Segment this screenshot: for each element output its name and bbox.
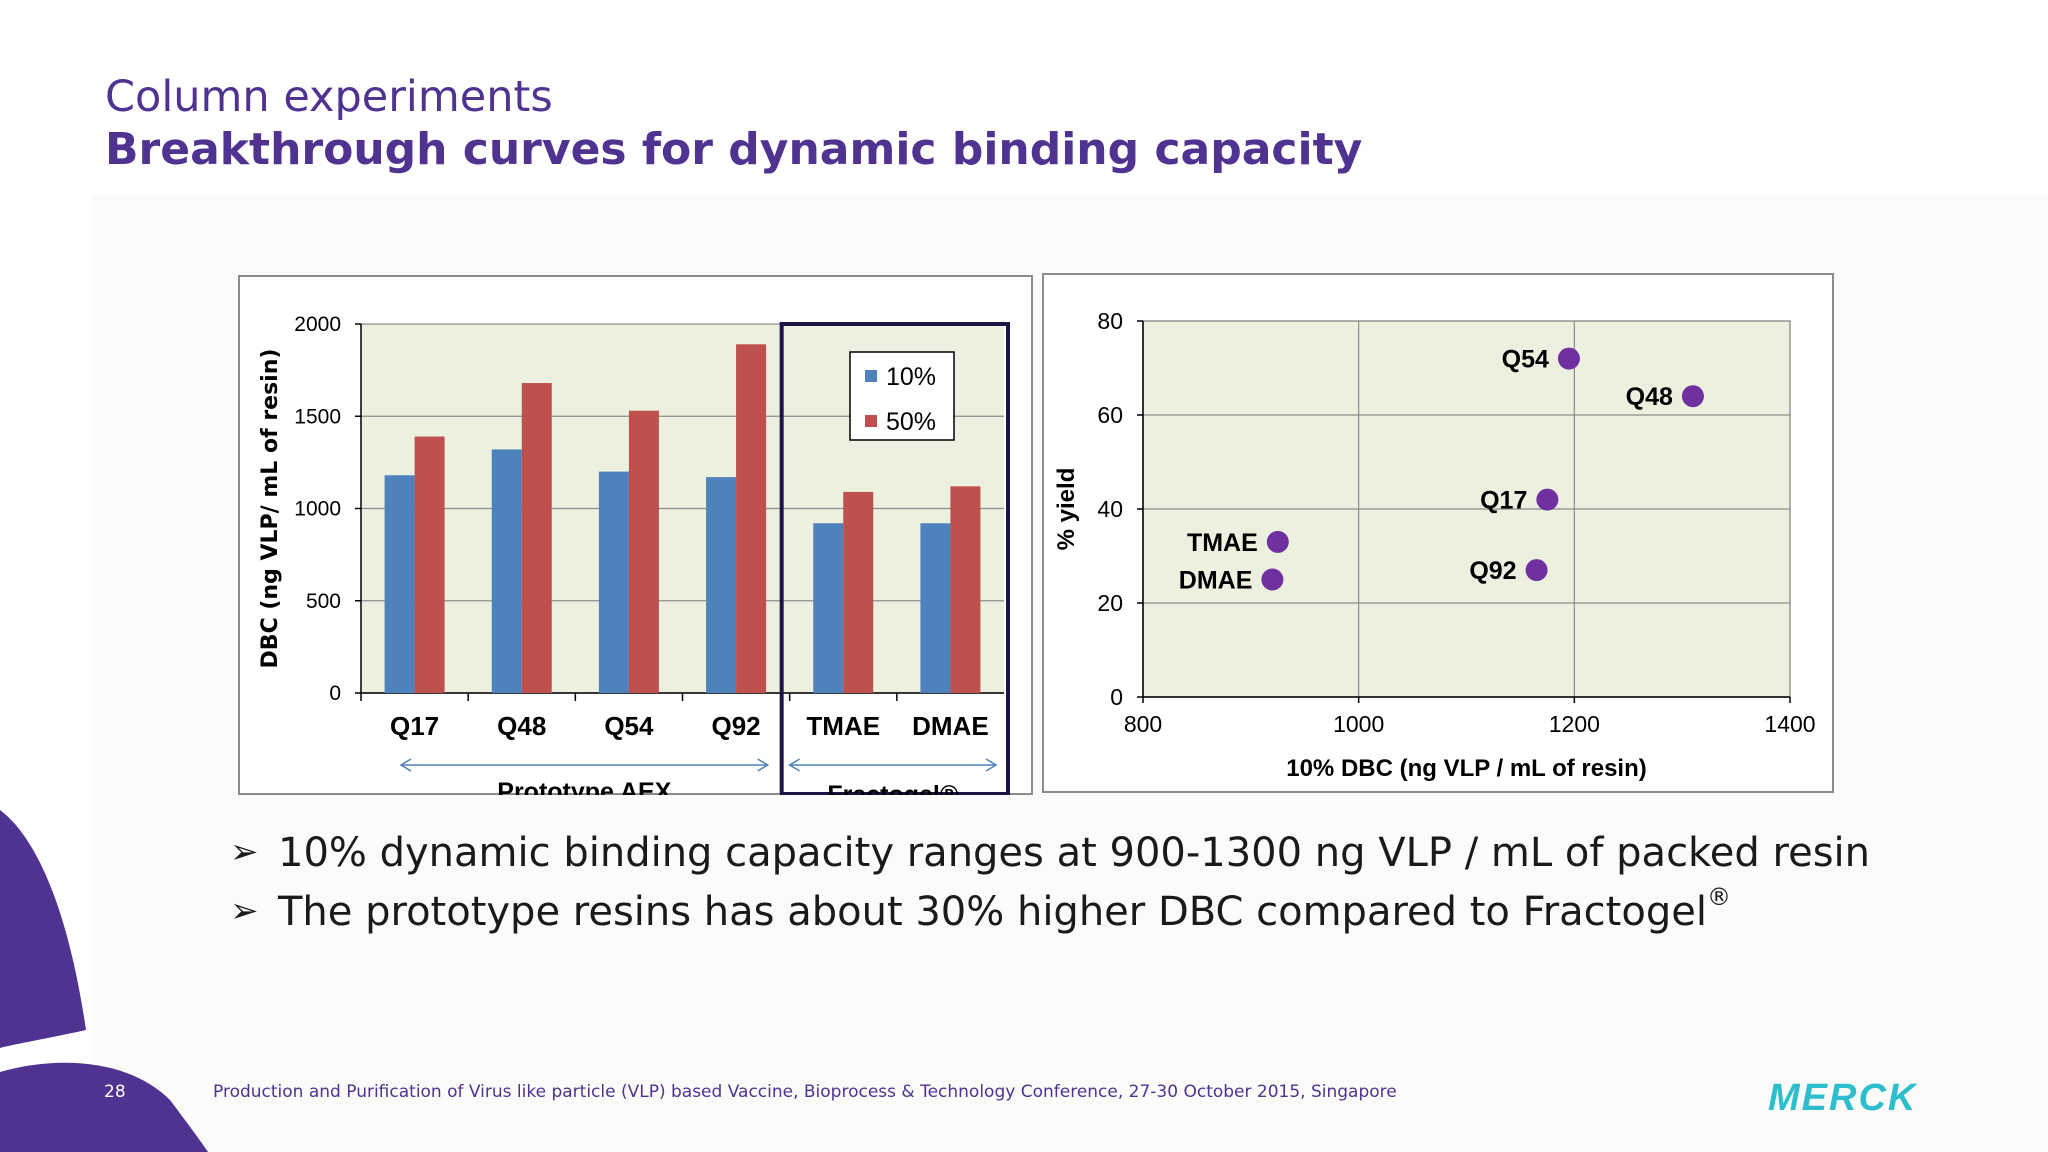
y-tick-label: 500 xyxy=(306,590,341,613)
merck-logo-text: MERCK xyxy=(1768,1077,1918,1118)
group-arrowhead xyxy=(985,758,998,772)
y-tick-label: 40 xyxy=(1097,496,1123,522)
bar-DMAE-10% xyxy=(920,523,951,693)
page-number: 28 xyxy=(104,1082,126,1102)
point-label: DMAE xyxy=(1179,567,1253,595)
x-tick-label: 800 xyxy=(1124,711,1162,737)
bar-Q17-10% xyxy=(384,475,415,693)
x-tick-label: DMAE xyxy=(912,711,989,741)
point-label: Q48 xyxy=(1626,383,1673,411)
bullet-text: The prototype resins has about 30% highe… xyxy=(278,889,1707,935)
scatter-point-TMAE xyxy=(1266,530,1289,553)
x-tick-label: Q92 xyxy=(712,711,761,741)
scatter-point-Q92 xyxy=(1525,559,1548,582)
point-label: Q54 xyxy=(1502,346,1549,374)
footer-text: Production and Purification of Virus lik… xyxy=(213,1082,1397,1102)
bar-Q48-50% xyxy=(521,383,552,693)
group-arrowhead xyxy=(399,758,412,772)
bar-Q17-50% xyxy=(414,436,445,693)
bullet-text: 10% dynamic binding capacity ranges at 9… xyxy=(278,830,1870,876)
bar-Q92-10% xyxy=(706,477,737,693)
page-title: Column experiments xyxy=(105,72,553,122)
group-arrowhead xyxy=(757,758,770,772)
bar-Q48-10% xyxy=(491,449,522,693)
registered-mark: ® xyxy=(1706,883,1731,911)
x-tick-label: 1200 xyxy=(1549,711,1600,737)
y-axis-label: % yield xyxy=(1053,468,1080,551)
arrow-bullet-icon: ➢ xyxy=(230,832,259,872)
point-label: Q92 xyxy=(1469,557,1516,585)
group-label: Prototype AEX xyxy=(497,778,671,795)
y-tick-label: 2000 xyxy=(294,313,341,336)
bar-Q54-10% xyxy=(598,471,629,693)
merck-logo: MERCK xyxy=(1768,1077,1918,1118)
point-label: Q17 xyxy=(1480,487,1527,515)
x-axis-label: 10% DBC (ng VLP / mL of resin) xyxy=(1286,755,1647,782)
scatter-point-Q17 xyxy=(1536,488,1559,511)
bar-Q92-50% xyxy=(736,344,767,693)
legend-label: 50% xyxy=(886,408,936,436)
x-tick-label: TMAE xyxy=(806,711,880,741)
fractogel-box xyxy=(779,322,1011,795)
y-tick-label: 80 xyxy=(1097,308,1123,334)
bar-TMAE-10% xyxy=(813,523,844,693)
x-tick-label: 1000 xyxy=(1333,711,1384,737)
legend-swatch xyxy=(865,370,877,382)
scatter-point-DMAE xyxy=(1261,568,1284,591)
group-label: Fractogel® xyxy=(827,781,959,795)
x-tick-label: Q54 xyxy=(604,711,654,741)
x-tick-label: 1400 xyxy=(1764,711,1815,737)
page-subtitle: Breakthrough curves for dynamic binding … xyxy=(105,124,1363,175)
x-tick-label: Q48 xyxy=(497,711,546,741)
y-tick-label: 1000 xyxy=(294,498,341,521)
legend-label: 10% xyxy=(886,363,936,391)
arrow-bullet-icon: ➢ xyxy=(230,891,259,931)
point-label: TMAE xyxy=(1187,529,1258,557)
y-tick-label: 0 xyxy=(1110,684,1123,710)
x-tick-label: Q17 xyxy=(390,711,439,741)
bar-chart: 0 500 1000 1500 2000 Q17 Q48 Q54 Q92 TMAE DMAE DBC … xyxy=(238,275,1033,795)
bar-DMAE-50% xyxy=(950,486,981,693)
y-tick-label: 60 xyxy=(1097,402,1123,428)
bar-TMAE-50% xyxy=(843,491,874,693)
scatter-point-Q48 xyxy=(1681,385,1704,408)
group-arrowhead xyxy=(788,758,801,772)
legend-swatch xyxy=(865,415,877,427)
y-tick-label: 1500 xyxy=(294,405,341,428)
y-axis-label: DBC (ng VLP/ mL of resin) xyxy=(258,349,283,669)
scatter-point-Q54 xyxy=(1557,347,1580,370)
bar-Q54-50% xyxy=(628,410,659,693)
scatter-chart: 0 20 40 60 80 800 1000 1200 1400 10% DBC (ng VLP … xyxy=(1042,273,1834,793)
y-tick-label: 0 xyxy=(329,682,341,705)
y-tick-label: 20 xyxy=(1097,590,1123,616)
